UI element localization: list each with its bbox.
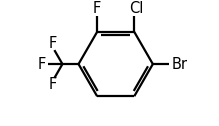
Text: F: F (37, 57, 46, 72)
Text: F: F (93, 2, 101, 17)
Text: Br: Br (171, 57, 187, 72)
Text: F: F (48, 36, 57, 51)
Text: F: F (48, 77, 57, 92)
Text: Cl: Cl (129, 2, 143, 17)
